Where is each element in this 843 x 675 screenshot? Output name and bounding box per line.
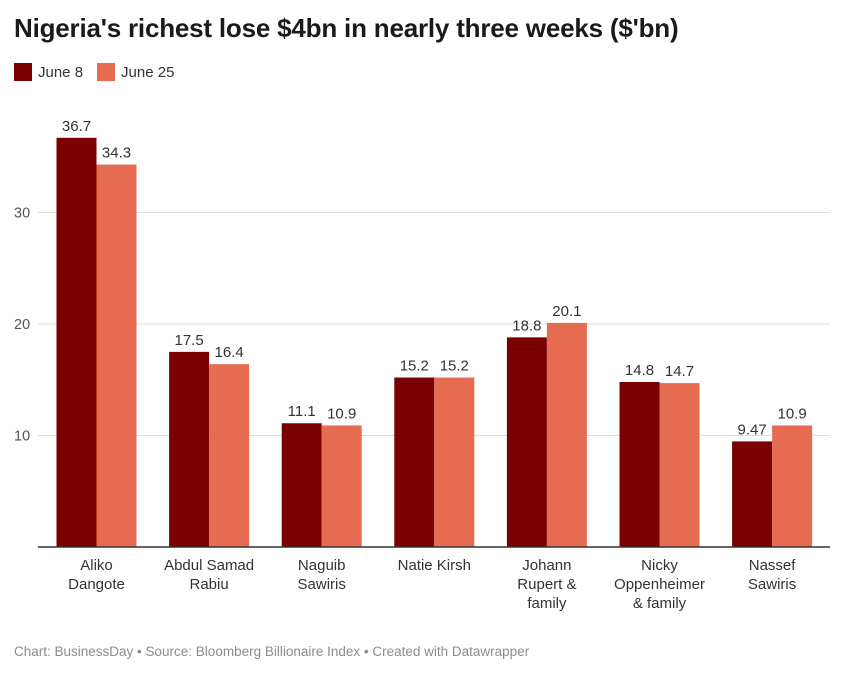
chart-title: Nigeria's richest lose $4bn in nearly th…: [14, 13, 679, 43]
legend-label-june-25: June 25: [121, 63, 175, 81]
legend-item-june-8: June 8: [14, 63, 83, 81]
data-label: 10.9: [777, 405, 806, 422]
x-tick-label: Sawiris: [298, 576, 346, 593]
x-tick-label: Johann: [522, 557, 571, 574]
bar: [281, 423, 322, 547]
data-label: 11.1: [288, 403, 316, 420]
legend-item-june-25: June 25: [97, 63, 174, 81]
data-label: 14.8: [625, 362, 654, 379]
data-label: 17.5: [174, 332, 203, 349]
bar: [546, 322, 587, 547]
y-tick-label: 10: [14, 429, 30, 445]
x-tick-label: Oppenheimer: [614, 576, 705, 593]
legend: June 8 June 25: [14, 63, 188, 81]
bar: [659, 383, 700, 547]
data-label: 20.1: [552, 303, 581, 320]
data-label: 9.47: [737, 421, 766, 438]
data-label: 10.9: [327, 405, 356, 422]
legend-swatch-june-25: [97, 63, 116, 81]
bar: [772, 425, 813, 547]
bar: [56, 137, 97, 548]
bar: [732, 441, 773, 547]
bar: [321, 425, 362, 547]
x-tick-label: Natie Kirsh: [398, 557, 471, 574]
data-label: 16.4: [214, 344, 243, 361]
x-tick-label: Nicky: [641, 557, 678, 574]
y-tick-label: 20: [14, 317, 30, 333]
data-label: 18.8: [512, 317, 541, 334]
x-tick-label: Abdul Samad: [164, 557, 254, 574]
data-label: 15.2: [440, 358, 469, 375]
x-tick-label: Sawiris: [748, 576, 796, 593]
x-tick-label: family: [527, 595, 567, 612]
data-label: 14.7: [665, 363, 694, 380]
bar: [96, 164, 137, 547]
x-tick-label: Naguib: [298, 557, 346, 574]
y-tick-label: 30: [14, 206, 30, 222]
chart-footer: Chart: BusinessDay • Source: Bloomberg B…: [14, 644, 530, 659]
bar: [506, 337, 547, 547]
bar: [209, 364, 250, 547]
x-tick-label: Rabiu: [189, 576, 228, 593]
legend-swatch-june-8: [14, 63, 32, 81]
x-tick-label: & family: [633, 595, 687, 612]
bar: [394, 377, 435, 547]
x-tick-label: Dangote: [68, 576, 125, 593]
bar: [434, 377, 475, 547]
bar: [169, 351, 210, 547]
data-label: 15.2: [400, 358, 429, 375]
data-label: 34.3: [102, 145, 131, 162]
data-label: 36.7: [62, 118, 91, 135]
bar: [619, 381, 660, 547]
bar-chart: 10 20 30 36.7 17.5 11.1 15.2 18.8 14.8 9.47 34.3 16…: [14, 118, 830, 612]
x-tick-label: Rupert &: [517, 576, 576, 593]
x-tick-label: Aliko: [80, 557, 113, 574]
legend-label-june-8: June 8: [38, 63, 84, 81]
x-tick-label: Nassef: [749, 557, 797, 574]
